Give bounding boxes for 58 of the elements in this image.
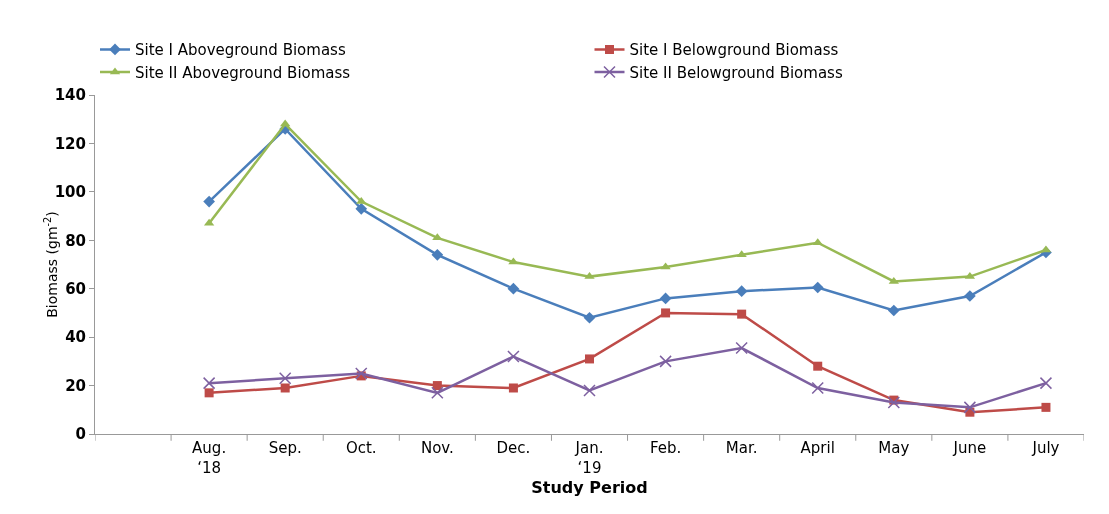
point: [1039, 376, 1053, 390]
point: [278, 372, 292, 385]
x-tick-label: Sep.: [268, 439, 302, 457]
x-tick-label: July: [1031, 439, 1060, 457]
point: [735, 285, 748, 297]
x-axis-title: Study Period: [531, 478, 648, 498]
legend-label: Site II Belowground Biomass: [629, 63, 843, 82]
y-tick-label: 0: [75, 425, 86, 444]
point: [811, 281, 824, 294]
point: [431, 386, 444, 400]
point: [432, 381, 442, 391]
y-tick-label: 40: [65, 328, 86, 347]
x-tick-label: Feb.: [649, 439, 682, 457]
point: [280, 383, 290, 393]
x-tick-label: June: [952, 439, 987, 457]
point: [507, 282, 520, 295]
point: [583, 384, 596, 397]
point: [887, 304, 900, 317]
x-tick-label: April: [800, 439, 835, 457]
point: [737, 309, 747, 319]
x-tick-label: May: [878, 439, 910, 457]
point: [659, 355, 672, 368]
y-tick-label: 20: [65, 376, 86, 395]
x-tick-label: Oct.: [345, 439, 377, 457]
point: [431, 248, 444, 261]
point: [661, 308, 671, 318]
point: [659, 292, 672, 305]
legend-label: Site I Aboveground Biomass: [135, 41, 346, 60]
point: [203, 195, 215, 208]
y-tick-label: 60: [65, 279, 86, 298]
point: [887, 396, 901, 409]
point: [736, 250, 747, 258]
point: [660, 262, 671, 270]
legend-label: Site II Aboveground Biomass: [135, 63, 351, 82]
point: [204, 388, 214, 398]
point: [811, 381, 824, 395]
legend-label: Site I Belowground Biomass: [629, 41, 839, 60]
y-tick-label: 140: [54, 86, 86, 105]
x-tick-label: Aug. ‘18: [192, 439, 227, 477]
point: [355, 202, 368, 215]
point: [735, 341, 748, 355]
y-tick-label: 80: [65, 231, 86, 250]
point: [507, 350, 520, 363]
point: [963, 401, 977, 414]
point: [202, 376, 216, 390]
y-tick-label: 120: [54, 134, 86, 153]
x-tick-label: Dec.: [496, 439, 531, 457]
point: [813, 361, 823, 371]
x-tick-label: Mar.: [725, 439, 758, 457]
x-tick-label: Jan. ‘19: [574, 439, 604, 477]
point: [508, 383, 518, 393]
point: [1041, 402, 1051, 412]
y-tick-label: 100: [54, 183, 86, 202]
x-tick-label: Nov.: [420, 439, 454, 457]
point: [964, 290, 976, 302]
point: [583, 311, 596, 324]
point: [585, 354, 594, 364]
point: [355, 367, 368, 380]
